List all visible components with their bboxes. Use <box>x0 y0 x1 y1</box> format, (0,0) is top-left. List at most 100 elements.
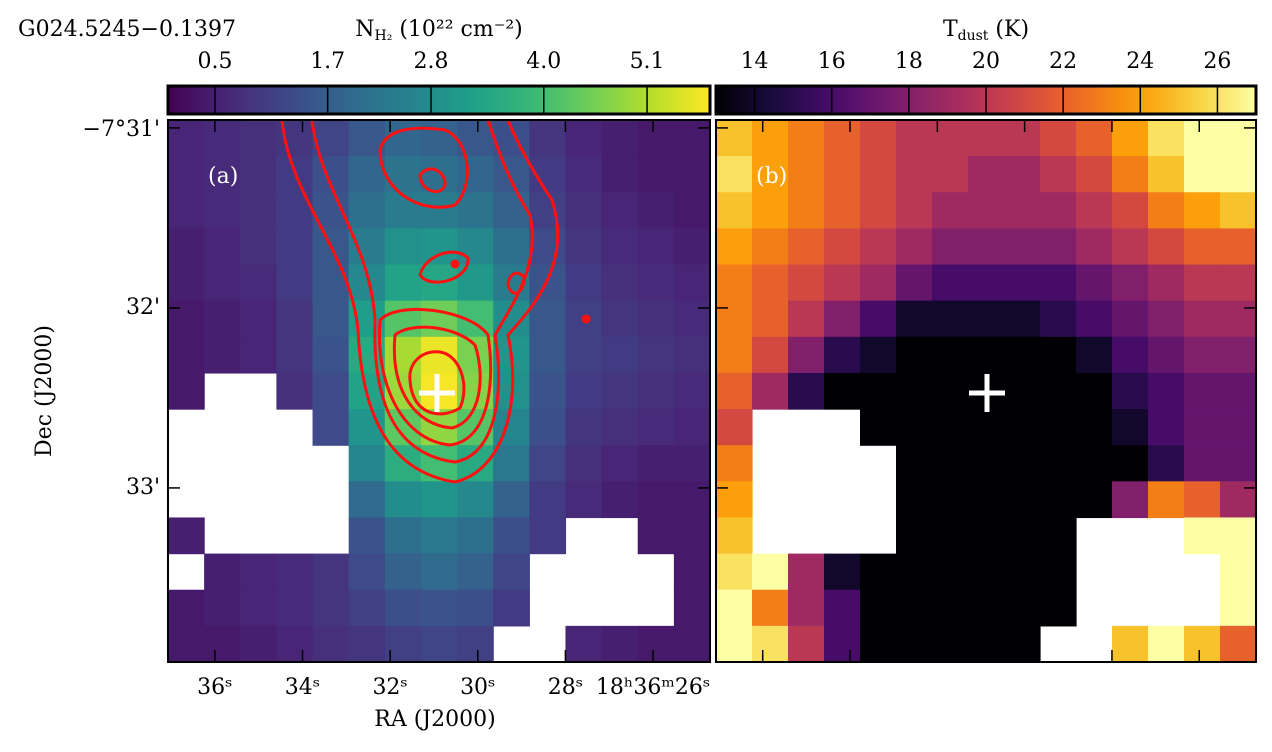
colorbar-tick-label: 18 <box>895 49 923 74</box>
pixel <box>168 589 205 627</box>
x-tick-label: 18ʰ36ᵐ26ˢ <box>596 675 710 700</box>
pixel <box>1004 156 1041 193</box>
pixel <box>932 481 969 519</box>
pixel <box>384 445 422 482</box>
pixel <box>752 120 789 157</box>
pixel <box>493 517 530 555</box>
pixel <box>716 300 753 338</box>
pixel <box>968 120 1005 157</box>
pixel <box>312 409 350 446</box>
pixel <box>312 589 350 627</box>
pixel <box>824 228 861 266</box>
pixel <box>860 589 897 627</box>
pixel <box>240 336 277 374</box>
pixel <box>1004 481 1041 519</box>
pixel <box>637 120 675 157</box>
pixel <box>204 336 241 374</box>
pixel <box>860 553 897 591</box>
pixel <box>1220 228 1257 266</box>
pixel <box>565 156 603 193</box>
pixel <box>788 553 825 591</box>
pixel <box>824 300 861 338</box>
pixel <box>932 228 969 266</box>
pixel <box>493 589 530 627</box>
pixel <box>384 553 422 591</box>
pixel <box>1184 120 1221 157</box>
pixel <box>637 264 675 302</box>
contour <box>378 126 469 209</box>
pixel <box>384 625 422 663</box>
pixel <box>1220 264 1257 302</box>
pixel <box>168 120 205 157</box>
pixel <box>788 264 825 302</box>
pixel <box>312 553 350 591</box>
pixel <box>637 625 675 663</box>
pixel <box>896 481 933 519</box>
pixel <box>168 300 205 338</box>
pixel <box>1004 192 1041 229</box>
pixel <box>384 589 422 627</box>
pixel <box>673 409 711 446</box>
pixel <box>493 481 530 519</box>
pixel <box>240 300 277 338</box>
pixel <box>601 300 639 338</box>
pixel <box>860 264 897 302</box>
contour <box>377 307 493 447</box>
pixel <box>384 192 422 229</box>
pixel <box>788 372 825 410</box>
pixel <box>1220 589 1257 627</box>
contour <box>418 167 447 193</box>
pixel <box>968 264 1005 302</box>
pixel <box>932 589 969 627</box>
pixel <box>824 264 861 302</box>
pixel <box>276 228 314 266</box>
pixel <box>240 625 277 663</box>
pixel <box>673 517 711 555</box>
pixel <box>824 589 861 627</box>
pixel <box>168 192 205 229</box>
pixel <box>168 336 205 374</box>
pixel <box>673 481 711 519</box>
pixel <box>932 336 969 374</box>
pixel <box>716 625 753 663</box>
pixel <box>529 192 567 229</box>
pixel <box>1076 228 1113 266</box>
pixel <box>565 120 603 157</box>
pixel <box>1040 156 1077 193</box>
pixel <box>204 192 241 229</box>
pixel <box>932 300 969 338</box>
pixel <box>1184 517 1221 555</box>
pixel <box>788 192 825 229</box>
pixel <box>168 156 205 193</box>
pixel <box>860 300 897 338</box>
pixel <box>457 517 494 555</box>
pixel <box>168 625 205 663</box>
pixel <box>788 589 825 627</box>
pixel <box>860 336 897 374</box>
pixel <box>968 553 1005 591</box>
pixel <box>1220 336 1257 374</box>
pixel <box>637 409 675 446</box>
pixel <box>384 481 422 519</box>
pixel <box>673 553 711 591</box>
pixel <box>1112 192 1149 229</box>
pixel <box>1148 192 1185 229</box>
pixel <box>1076 481 1113 519</box>
pixel <box>968 589 1005 627</box>
pixel <box>637 445 675 482</box>
y-tick-label: 32' <box>126 295 160 320</box>
pixel <box>1112 409 1149 446</box>
pixel <box>1112 372 1149 410</box>
pixel <box>420 120 458 157</box>
pixel <box>896 156 933 193</box>
pixel <box>420 228 458 266</box>
pixel <box>860 228 897 266</box>
pixel <box>384 264 422 302</box>
pixel <box>276 372 314 410</box>
pixel <box>601 409 639 446</box>
pixel <box>860 409 897 446</box>
pixel <box>168 517 205 555</box>
pixel <box>1184 336 1221 374</box>
pixel <box>493 192 530 229</box>
pixel <box>493 228 530 266</box>
